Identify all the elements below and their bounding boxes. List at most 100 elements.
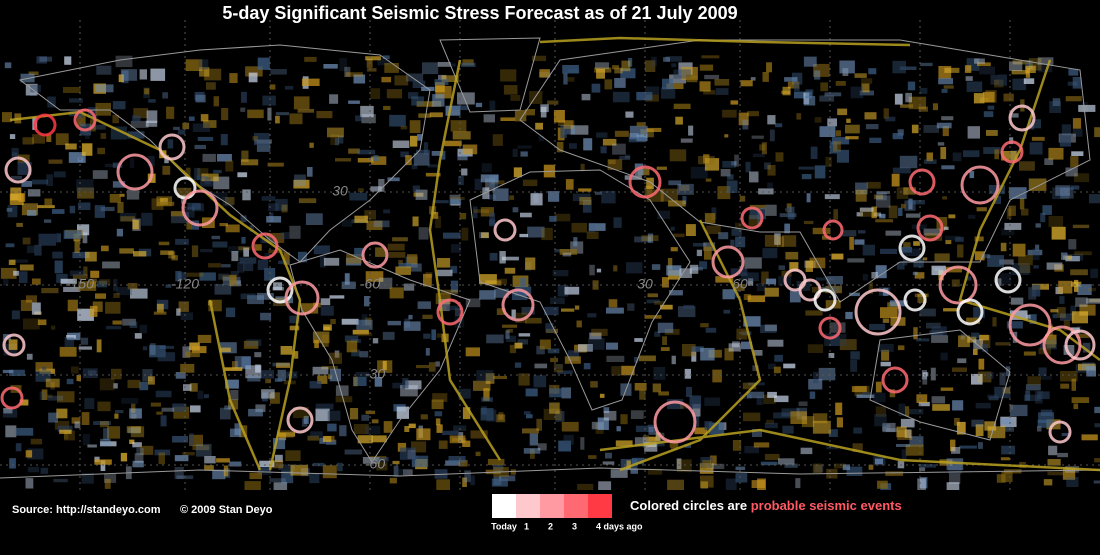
stress-cell [95,103,111,116]
stress-cell [148,376,155,384]
stress-cell [97,402,110,412]
stress-cell [462,441,470,447]
stress-cell [360,351,369,357]
stress-cell [383,332,395,340]
stress-cell [784,77,797,82]
stress-cell [199,59,209,69]
stress-cell [876,382,882,393]
stress-cell [730,240,734,247]
stress-cell [383,210,390,214]
stress-cell [987,395,997,398]
stress-cell [931,335,948,343]
stress-cell [1094,458,1100,462]
stress-cell [815,117,822,123]
stress-cell [198,391,204,400]
stress-cell [959,446,977,449]
stress-cell [611,469,628,478]
stress-cell [522,428,539,433]
stress-cell [785,208,790,211]
stress-cell [413,217,419,227]
stress-cell [342,220,352,227]
stress-cell [700,65,713,71]
stress-cell [526,389,538,397]
stress-cell [564,435,574,445]
grid-label: -30 [365,366,385,382]
stress-cell [530,433,538,445]
stress-cell [355,115,362,121]
stress-cell [724,134,728,137]
stress-cell [1075,297,1087,306]
stress-cell [984,111,994,117]
stress-cell [588,223,595,233]
stress-cell [515,363,521,368]
stress-cell [52,209,65,214]
stress-cell [348,101,360,104]
stress-cell [83,232,88,243]
stress-cell [75,422,81,429]
stress-cell [316,404,334,410]
stress-cell [48,396,63,401]
stress-cell [493,188,509,201]
stress-cell [920,88,928,94]
stress-cell [354,216,368,223]
stress-cell [860,208,874,212]
stress-cell [983,92,995,103]
stress-cell [192,245,198,257]
stress-cell [490,253,498,261]
stress-cell [60,347,77,357]
stress-cell [175,455,189,461]
stress-cell [1033,248,1040,260]
stress-cell [327,424,336,432]
stress-cell [208,263,221,267]
stress-cell [99,279,110,284]
stress-cell [132,115,140,122]
stress-cell [986,130,998,136]
stress-cell [347,341,358,353]
stress-cell [578,188,591,191]
stress-cell [133,251,146,256]
stress-cell [490,101,496,111]
stress-cell [526,414,533,418]
stress-cell [953,153,962,162]
stress-cell [944,85,954,88]
stress-cell [102,262,120,269]
stress-cell [916,338,929,341]
stress-cell [370,186,381,191]
stress-cell [712,370,722,383]
stress-cell [225,160,233,171]
stress-cell [634,338,643,342]
stress-cell [1004,94,1014,102]
stress-cell [70,206,76,214]
stress-cell [520,278,526,288]
stress-cell [390,478,397,484]
stress-cell [384,63,399,73]
stress-cell [241,92,247,103]
stress-cell [967,82,983,92]
stress-cell [470,475,475,485]
stress-cell [1082,434,1098,440]
stress-cell [880,307,898,318]
stress-cell [977,207,987,211]
stress-cell [592,84,601,93]
stress-cell [777,236,784,247]
stress-cell [752,480,766,488]
stress-cell [225,367,243,371]
stress-cell [241,237,245,244]
stress-cell [645,315,662,319]
stress-cell [389,115,406,127]
stress-cell [484,114,495,122]
stress-cell [404,426,409,432]
stress-cell [942,196,947,199]
stress-cell [765,423,778,428]
stress-cell [200,249,213,252]
stress-cell [1090,269,1098,278]
stress-cell [136,448,144,455]
stress-cell [805,89,813,98]
stress-cell [323,64,337,69]
stress-cell [349,193,367,201]
stress-cell [5,62,12,68]
stress-cell [12,310,20,319]
stress-cell [952,368,967,372]
stress-cell [775,123,782,127]
stress-cell [56,233,61,242]
